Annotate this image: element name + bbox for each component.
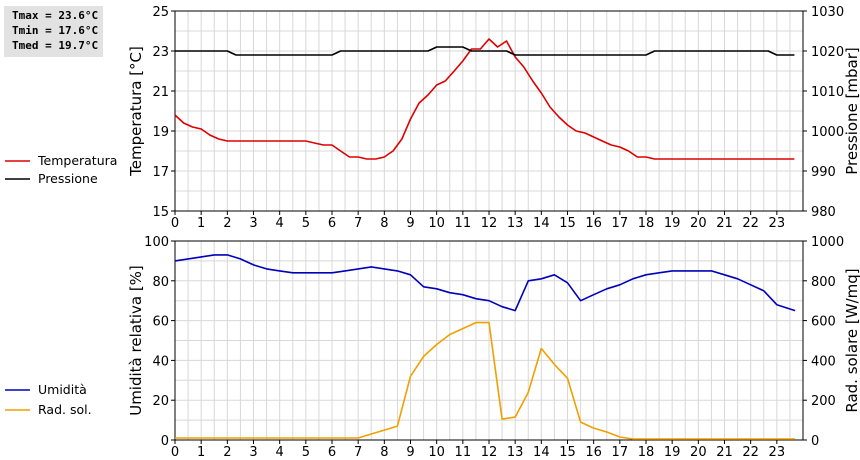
- panel1-x-tick-label: 22: [742, 216, 759, 231]
- panel2-y-tick-label-left: 40: [152, 354, 169, 369]
- panel1-x-tick-label: 18: [638, 216, 655, 231]
- panel2-series-rad-sol: [175, 321, 796, 440]
- panel2-y-tick-label-left: 100: [144, 235, 169, 250]
- panel1-x-tick-label: 12: [481, 216, 498, 231]
- panel1-series-pressione: [175, 46, 795, 56]
- panel1-y-tick-label-right: 1010: [811, 85, 844, 100]
- panel2-x-tick-label: 21: [716, 445, 733, 460]
- panel2-x-tick-label: 20: [690, 445, 707, 460]
- panel1-y-tick-label-right: 1000: [811, 125, 844, 140]
- panel1-x-tick-label: 8: [380, 216, 388, 231]
- panel1-x-tick-label: 9: [406, 216, 414, 231]
- panel2-x-tick-label: 17: [612, 445, 629, 460]
- panel2-y-tick-label-right: 400: [811, 354, 836, 369]
- panel2-y-tick-label-right: 600: [811, 315, 836, 330]
- panel2-x-tick-label: 8: [380, 445, 388, 460]
- panel2-x-tick-label: 2: [223, 445, 231, 460]
- panel2-x-tick-label: 9: [406, 445, 414, 460]
- panel2-y-tick-label-right: 1000: [811, 235, 844, 250]
- panel1-legend-label: Pressione: [38, 171, 98, 186]
- panel1-x-tick-label: 5: [302, 216, 310, 231]
- panel1-x-tick-label: 15: [559, 216, 576, 231]
- stats-box: Tmax = 23.6°C Tmin = 17.6°C Tmed = 19.7°…: [4, 6, 104, 57]
- panel2-x-tick-label: 5: [302, 445, 310, 460]
- panel2-legend-label: Rad. sol.: [38, 402, 92, 417]
- panel2-x-tick-label: 7: [354, 445, 362, 460]
- panel1-x-tick-label: 2: [223, 216, 231, 231]
- panel1-y-axis-title-right: Pressione [mbar]: [843, 47, 860, 175]
- panel2-x-tick-label: 10: [428, 445, 445, 460]
- panel1-y-axis-title-left: Temperatura [°C]: [127, 46, 145, 177]
- panel1-x-tick-label: 7: [354, 216, 362, 231]
- panel1-y-tick-label-right: 1020: [811, 45, 844, 60]
- panel1-series-temperatura: [174, 38, 795, 160]
- panel1-x-tick-label: 10: [428, 216, 445, 231]
- panel2-x-tick-label: 1: [197, 445, 205, 460]
- panel1-x-tick-label: 23: [769, 216, 786, 231]
- panel2-legend-label: Umidità: [38, 382, 87, 397]
- panel2-x-tick-label: 23: [769, 445, 786, 460]
- tmin-label: Tmin = 17.6°C: [12, 24, 99, 37]
- panel2-x-tick-label: 14: [533, 445, 550, 460]
- tmed-label: Tmed = 19.7°C: [12, 39, 99, 52]
- tmax-label: Tmax = 23.6°C: [12, 9, 99, 22]
- panel1-x-tick-label: 0: [171, 216, 179, 231]
- panel2-y-tick-label-right: 200: [811, 394, 836, 409]
- panel2-y-tick-label-right: 0: [811, 434, 819, 449]
- panel2-y-tick-label-left: 20: [152, 394, 169, 409]
- panel2-x-tick-label: 11: [455, 445, 472, 460]
- panel2-y-tick-label-right: 800: [811, 275, 836, 290]
- panel1-y-tick-label-left: 21: [152, 85, 169, 100]
- panel2-x-tick-label: 0: [171, 445, 179, 460]
- panel2-x-tick-label: 19: [664, 445, 681, 460]
- panel1-y-tick-label-right: 990: [811, 165, 836, 180]
- panel2-x-tick-label: 4: [276, 445, 284, 460]
- panel2-x-tick-label: 18: [638, 445, 655, 460]
- panel1-x-tick-label: 3: [249, 216, 257, 231]
- panel2-x-tick-label: 13: [507, 445, 524, 460]
- panel2-x-tick-label: 16: [585, 445, 602, 460]
- panel1-x-tick-label: 14: [533, 216, 550, 231]
- panel1-y-tick-label-left: 19: [152, 125, 169, 140]
- panel1-y-tick-label-left: 17: [152, 165, 169, 180]
- panel1-x-tick-label: 1: [197, 216, 205, 231]
- panel1-x-tick-label: 16: [585, 216, 602, 231]
- panel1-x-tick-label: 20: [690, 216, 707, 231]
- panel2-y-tick-label-left: 0: [161, 434, 169, 449]
- panel1-x-tick-label: 17: [612, 216, 629, 231]
- panel1-x-tick-label: 4: [276, 216, 284, 231]
- panel1-x-tick-label: 19: [664, 216, 681, 231]
- panel1-legend-label: Temperatura: [37, 153, 117, 168]
- panel1-y-tick-label-left: 15: [152, 205, 169, 220]
- panel1-y-tick-label-left: 25: [152, 5, 169, 20]
- panel1-y-tick-label-right: 1030: [811, 5, 844, 20]
- panel1-y-tick-label-left: 23: [152, 45, 169, 60]
- panel2-x-tick-label: 3: [249, 445, 257, 460]
- panel2-x-tick-label: 22: [742, 445, 759, 460]
- panel2-y-tick-label-left: 60: [152, 315, 169, 330]
- panel2-series-umidit: [174, 254, 796, 312]
- panel2-y-axis-title-right: Rad. solare [W/mq]: [843, 268, 860, 412]
- panel1-x-tick-label: 13: [507, 216, 524, 231]
- panel2-y-tick-label-left: 80: [152, 275, 169, 290]
- panel1-x-tick-label: 6: [328, 216, 336, 231]
- panel1-y-tick-label-right: 980: [811, 205, 836, 220]
- panel2-x-tick-label: 12: [481, 445, 498, 460]
- panel2-x-tick-label: 6: [328, 445, 336, 460]
- panel1-x-tick-label: 11: [455, 216, 472, 231]
- panel2-x-tick-label: 15: [559, 445, 576, 460]
- panel2-y-axis-title-left: Umidità relativa [%]: [127, 265, 145, 416]
- panel1-x-tick-label: 21: [716, 216, 733, 231]
